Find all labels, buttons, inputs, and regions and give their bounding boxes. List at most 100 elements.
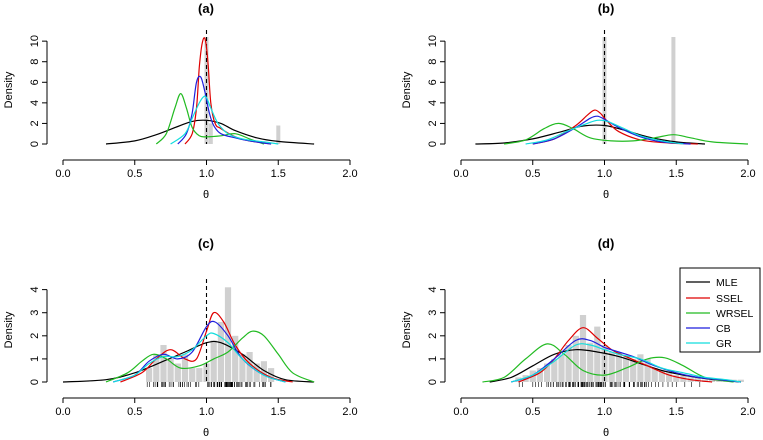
density-curve-gr xyxy=(170,95,279,145)
histogram-bar xyxy=(587,342,594,382)
y-tick-label: 1 xyxy=(427,356,439,362)
legend-label-mle: MLE xyxy=(716,277,738,289)
histogram-bar xyxy=(204,37,209,144)
density-curve-wrsel xyxy=(155,92,265,145)
histogram-bar xyxy=(579,315,587,382)
histogram-bar xyxy=(260,361,267,382)
y-tick-label: 2 xyxy=(29,120,41,126)
y-tick-label: 10 xyxy=(29,35,41,47)
density-curve-cb xyxy=(532,115,691,145)
x-axis-label: θ xyxy=(203,189,209,201)
histogram-bar xyxy=(189,368,196,382)
histogram-bar xyxy=(196,368,203,382)
histogram-bar xyxy=(737,379,744,382)
y-tick-label: 1 xyxy=(29,356,41,362)
density-curve-mle xyxy=(105,119,315,145)
y-axis-label: Density xyxy=(401,311,413,348)
y-tick-label: 4 xyxy=(427,100,439,106)
histogram-bar xyxy=(637,354,644,382)
y-tick-label: 6 xyxy=(29,79,41,85)
histogram-bar xyxy=(716,379,723,382)
y-tick-label: 4 xyxy=(427,287,439,293)
histogram-bar xyxy=(673,375,680,382)
x-tick-label: 2.0 xyxy=(740,406,755,418)
x-axis-label: θ xyxy=(603,427,609,439)
histogram-bar xyxy=(232,335,239,382)
panel-d: (d) θ Density 0.0 0.5 1.0 1.5 2.0 0 1 2 3 4 xyxy=(401,236,756,439)
panel-title: (b) xyxy=(598,1,615,16)
x-tick-label: 0.0 xyxy=(453,406,468,418)
histogram-bar xyxy=(651,368,658,382)
histogram-bar xyxy=(246,352,253,382)
legend-label-gr: GR xyxy=(716,338,732,350)
histogram-bar xyxy=(694,377,701,382)
x-tick-label: 0.5 xyxy=(525,168,540,180)
y-tick-label: 8 xyxy=(427,59,439,65)
density-curve-ssel xyxy=(184,37,272,145)
density-curve-gr xyxy=(113,332,286,383)
histogram-bar xyxy=(558,354,565,382)
y-tick-label: 0 xyxy=(29,379,41,385)
density-curve-wrsel xyxy=(105,330,315,383)
x-tick-label: 1.5 xyxy=(271,168,286,180)
panel-title: (a) xyxy=(198,1,214,16)
x-tick-label: 1.0 xyxy=(199,168,214,180)
x-tick-label: 1.0 xyxy=(597,168,612,180)
x-tick-label: 1.0 xyxy=(597,406,612,418)
x-tick-label: 1.5 xyxy=(669,406,684,418)
y-tick-label: 6 xyxy=(427,79,439,85)
density-curve-wrsel xyxy=(503,122,749,145)
y-tick-label: 0 xyxy=(29,141,41,147)
histogram-bar xyxy=(551,358,558,382)
histogram-bar xyxy=(208,123,213,144)
histogram-bar xyxy=(276,125,281,144)
x-axis-label: θ xyxy=(603,189,609,201)
y-tick-label: 10 xyxy=(427,35,439,47)
histogram-bar xyxy=(709,379,716,382)
x-tick-label: 0.0 xyxy=(453,168,468,180)
y-tick-label: 3 xyxy=(427,310,439,316)
y-tick-label: 3 xyxy=(29,310,41,316)
histogram-bar xyxy=(167,358,174,382)
histogram-bar xyxy=(153,354,160,382)
histogram-bar xyxy=(602,37,607,144)
y-axis-label: Density xyxy=(3,311,15,348)
legend: MLE SSEL WRSEL CB GR xyxy=(679,267,761,353)
histogram-bar xyxy=(615,352,622,382)
x-tick-label: 0.5 xyxy=(127,168,142,180)
histogram-bar xyxy=(594,326,601,382)
x-tick-label: 1.5 xyxy=(271,406,286,418)
panel-title: (c) xyxy=(198,236,214,251)
histogram-bar xyxy=(174,363,181,382)
density-curve-gr xyxy=(525,119,684,145)
x-tick-label: 2.0 xyxy=(342,406,357,418)
x-tick-label: 0.5 xyxy=(525,406,540,418)
panel-title: (d) xyxy=(598,236,615,251)
density-curve-gr xyxy=(511,343,741,383)
x-tick-label: 1.0 xyxy=(199,406,214,418)
y-axis-label: Density xyxy=(3,71,15,108)
panel-b: (b) θ Density 0.0 0.5 1.0 1.5 2.0 0 2 4 6 8 10 xyxy=(401,1,756,201)
density-curve-cb xyxy=(177,75,272,145)
histogram-bar xyxy=(217,322,224,382)
legend-label-ssel: SSEL xyxy=(716,293,743,305)
panel-c: (c) θ Density 0.0 0.5 1.0 1.5 2.0 0 1 2 3 4 xyxy=(3,236,358,439)
x-tick-label: 2.0 xyxy=(740,168,755,180)
histogram-bar xyxy=(608,352,615,382)
density-curve-mle xyxy=(62,340,315,383)
panel-a: (a) θ Density 0.0 0.5 1.0 1.5 2.0 0 2 4 6 8 10 xyxy=(3,1,358,201)
y-tick-label: 2 xyxy=(427,333,439,339)
histogram-bar xyxy=(224,287,232,382)
y-tick-label: 2 xyxy=(427,120,439,126)
y-tick-label: 4 xyxy=(29,100,41,106)
histogram-bar xyxy=(572,335,579,382)
x-tick-label: 2.0 xyxy=(342,168,357,180)
x-tick-label: 0.5 xyxy=(127,406,142,418)
histogram-bar xyxy=(268,368,275,382)
histogram-bar xyxy=(544,363,551,382)
histogram-bar xyxy=(146,368,153,382)
y-tick-label: 8 xyxy=(29,59,41,65)
y-tick-label: 2 xyxy=(29,333,41,339)
histogram-bar xyxy=(671,37,676,144)
